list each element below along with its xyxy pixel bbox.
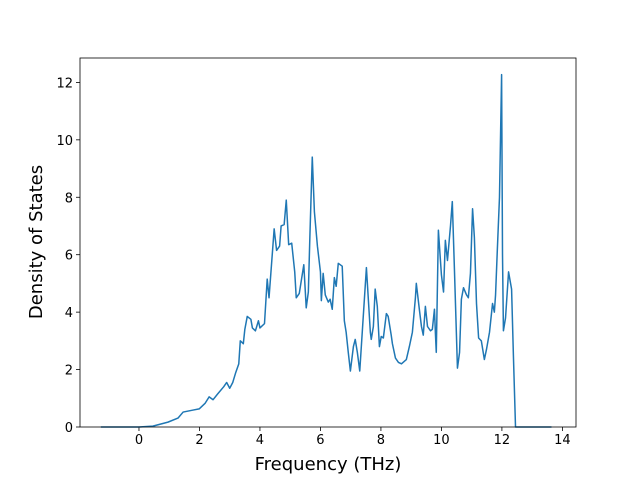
y-tick-label: 8 xyxy=(65,191,73,206)
y-tick-label: 12 xyxy=(56,76,73,91)
x-tick-label: 6 xyxy=(316,433,324,448)
y-axis-label: Density of States xyxy=(26,165,47,319)
x-tick-label: 0 xyxy=(135,433,143,448)
x-tick-label: 12 xyxy=(494,433,511,448)
y-tick-label: 4 xyxy=(65,306,73,321)
x-tick-label: 2 xyxy=(195,433,203,448)
x-tick-label: 4 xyxy=(256,433,264,448)
y-tick-label: 0 xyxy=(65,421,73,436)
x-tick-label: 10 xyxy=(433,433,450,448)
y-tick-label: 2 xyxy=(65,364,73,379)
x-axis-label: Frequency (THz) xyxy=(255,454,402,475)
y-tick-label: 10 xyxy=(56,134,73,149)
x-tick-label: 8 xyxy=(377,433,385,448)
plot-frame xyxy=(79,57,577,428)
y-tick-label: 6 xyxy=(65,249,73,264)
x-tick-label: 14 xyxy=(554,433,571,448)
data-line xyxy=(100,73,552,428)
